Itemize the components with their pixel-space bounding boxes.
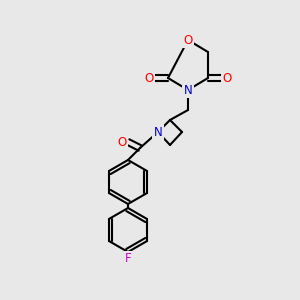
Text: N: N: [154, 125, 162, 139]
Text: O: O: [222, 71, 232, 85]
Text: N: N: [184, 83, 192, 97]
Text: F: F: [125, 253, 131, 266]
Text: O: O: [183, 34, 193, 46]
Text: O: O: [144, 71, 154, 85]
Text: O: O: [117, 136, 127, 148]
